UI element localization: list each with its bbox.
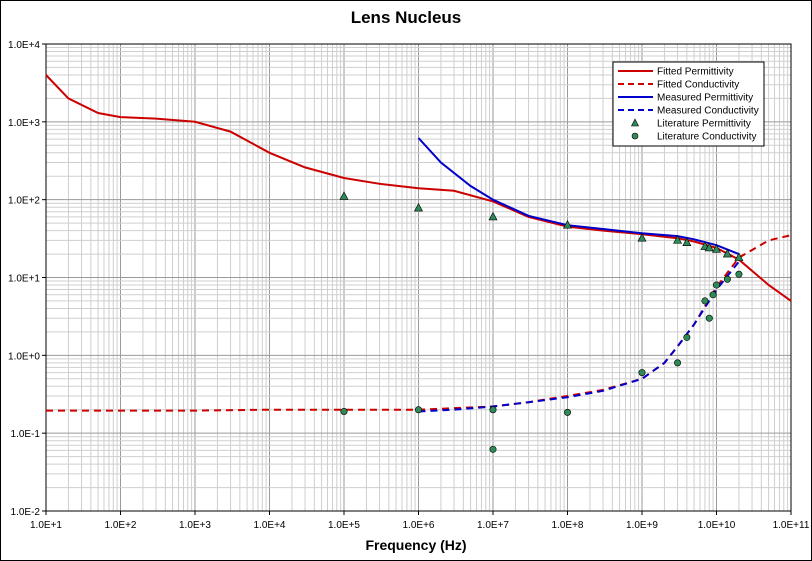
x-tick-label: 1.0E+4: [254, 520, 286, 531]
point-literature-conductivity: [683, 333, 691, 341]
point-literature-permittivity: [734, 252, 744, 261]
point-literature-conductivity: [712, 281, 720, 289]
legend-label: Fitted Conductivity: [657, 80, 739, 91]
point-literature-permittivity: [637, 233, 647, 242]
legend-label: Fitted Permittivity: [657, 67, 734, 78]
point-literature-permittivity: [722, 248, 732, 258]
chart-title: Lens Nucleus: [351, 8, 462, 27]
point-literature-permittivity: [488, 211, 498, 221]
legend-box: [612, 61, 765, 147]
x-tick-label: 1.0E+8: [552, 520, 584, 531]
x-tick-label: 1.0E+6: [403, 520, 435, 531]
point-literature-permittivity: [704, 242, 714, 252]
series-line-fitted-conductivity: [46, 234, 792, 412]
y-tick-label: 1.0E-1: [11, 429, 41, 440]
x-tick-label: 1.0E+1: [30, 520, 62, 531]
x-tick-label: 1.0E+10: [698, 520, 736, 531]
point-literature-conductivity: [340, 407, 348, 415]
point-literature-conductivity: [735, 270, 743, 278]
legend-label: Measured Permittivity: [657, 93, 753, 104]
y-tick-label: 1.0E+1: [8, 274, 40, 285]
point-literature-permittivity: [682, 237, 692, 246]
legend-swatch: [631, 118, 639, 127]
series-line-fitted-permittivity: [45, 74, 792, 302]
legend-label: Literature Permittivity: [657, 119, 751, 130]
point-literature-permittivity: [563, 220, 572, 229]
point-literature-permittivity: [673, 235, 683, 244]
x-tick-label: 1.0E+7: [477, 520, 509, 531]
series-line-measured-conductivity: [418, 260, 740, 413]
legend-label: Measured Conductivity: [657, 106, 759, 117]
x-tick-label: 1.0E+3: [179, 520, 211, 531]
x-tick-label: 1.0E+9: [626, 520, 658, 531]
y-tick-label: 1.0E+3: [8, 118, 40, 129]
y-tick-label: 1.0E+2: [8, 196, 40, 207]
legend-label: Literature Conductivity: [657, 132, 757, 143]
point-literature-conductivity: [489, 445, 497, 453]
point-literature-conductivity: [705, 314, 713, 322]
x-tick-label: 1.0E+11: [773, 520, 810, 531]
point-literature-conductivity: [414, 406, 422, 414]
legend-swatch: [631, 132, 639, 140]
legend: Fitted Permittivity Fitted Conductivity Me…: [612, 61, 765, 147]
point-literature-conductivity: [709, 291, 717, 299]
axis-ticks: 1.0E+1 1.0E+2 1.0E+3 1.0E+4 1.0E+5 1.0E+6 1.0E…: [8, 40, 810, 531]
x-tick-label: 1.0E+2: [105, 520, 137, 531]
point-literature-permittivity: [414, 202, 423, 212]
point-literature-permittivity: [339, 191, 349, 200]
series-line-measured-permittivity: [417, 137, 740, 256]
point-literature-conductivity: [489, 406, 497, 414]
point-literature-conductivity: [674, 359, 682, 367]
y-tick-label: 1.0E-2: [11, 507, 41, 518]
y-tick-label: 1.0E+4: [8, 40, 40, 51]
y-tick-label: 1.0E+0: [8, 351, 40, 362]
point-literature-conductivity: [563, 408, 571, 416]
series-layer: [45, 74, 792, 453]
point-literature-conductivity: [723, 275, 731, 283]
point-literature-conductivity: [701, 297, 709, 305]
point-literature-permittivity: [712, 244, 721, 253]
x-tick-label: 1.0E+5: [328, 520, 360, 531]
point-literature-conductivity: [638, 369, 646, 377]
x-axis-label: Frequency (Hz): [365, 537, 466, 553]
